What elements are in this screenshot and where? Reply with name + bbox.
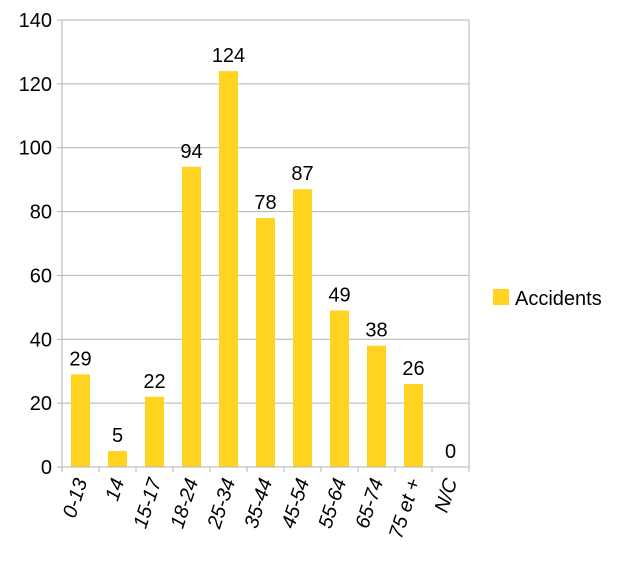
bar-75-et-: [404, 383, 423, 467]
y-tick-label: 120: [19, 74, 52, 96]
x-tick-label: N/C: [431, 475, 463, 515]
x-tick-label: 15-17: [130, 475, 167, 531]
y-tick-label: 20: [30, 393, 52, 415]
data-label: 5: [112, 425, 123, 447]
data-label: 49: [328, 285, 350, 307]
data-label: 0: [445, 441, 456, 463]
bar-45-54: [293, 189, 312, 467]
x-tick-label: 25-34: [203, 476, 240, 532]
legend-label-accidents: Accidents: [515, 288, 602, 310]
x-tick-label: 14: [101, 476, 129, 504]
x-tick-label: 0-13: [59, 476, 92, 521]
data-label: 22: [143, 371, 165, 393]
bar-65-74: [367, 345, 386, 467]
x-tick-label: 75 et +: [385, 476, 425, 541]
x-tick-label: 65-74: [352, 476, 389, 531]
y-axis-tick-labels: 0 20 40 60 80 100 120 140: [19, 10, 52, 479]
x-tick-label: 35-44: [241, 476, 278, 531]
data-label: 94: [180, 141, 202, 163]
y-tick-label: 40: [30, 329, 52, 351]
y-tick-label: 140: [19, 10, 52, 32]
y-tick-label: 60: [30, 265, 52, 287]
bars: [71, 71, 423, 467]
x-tick-label: 18-24: [167, 476, 204, 531]
data-label: 26: [402, 358, 424, 380]
x-tick-label: 45-54: [278, 476, 315, 531]
y-tick-label: 80: [30, 202, 52, 224]
bar-18-24: [182, 166, 201, 467]
x-tick-label: 55-64: [315, 476, 352, 531]
bar-35-44: [256, 217, 275, 467]
bar-25-34: [219, 71, 238, 467]
bar-14: [108, 451, 127, 467]
data-label: 124: [212, 45, 245, 67]
bar-15-17: [145, 396, 164, 467]
data-label: 78: [254, 192, 276, 214]
y-tick-label: 0: [41, 457, 52, 479]
bar-0-13: [71, 374, 90, 467]
data-label: 38: [365, 320, 387, 342]
legend: Accidents: [493, 288, 602, 310]
axes: [57, 19, 470, 472]
legend-swatch-accidents: [493, 289, 509, 305]
bar-55-64: [330, 310, 349, 467]
y-tick-label: 100: [19, 138, 52, 160]
data-labels: 29 5 22 94 124 78 87 49 38 26 0: [69, 45, 456, 463]
data-label: 87: [291, 163, 313, 185]
data-label: 29: [69, 348, 91, 370]
x-axis-tick-labels: 0-13 14 15-17 18-24 25-34 35-44 45-54 55-64 65-7…: [59, 475, 462, 541]
